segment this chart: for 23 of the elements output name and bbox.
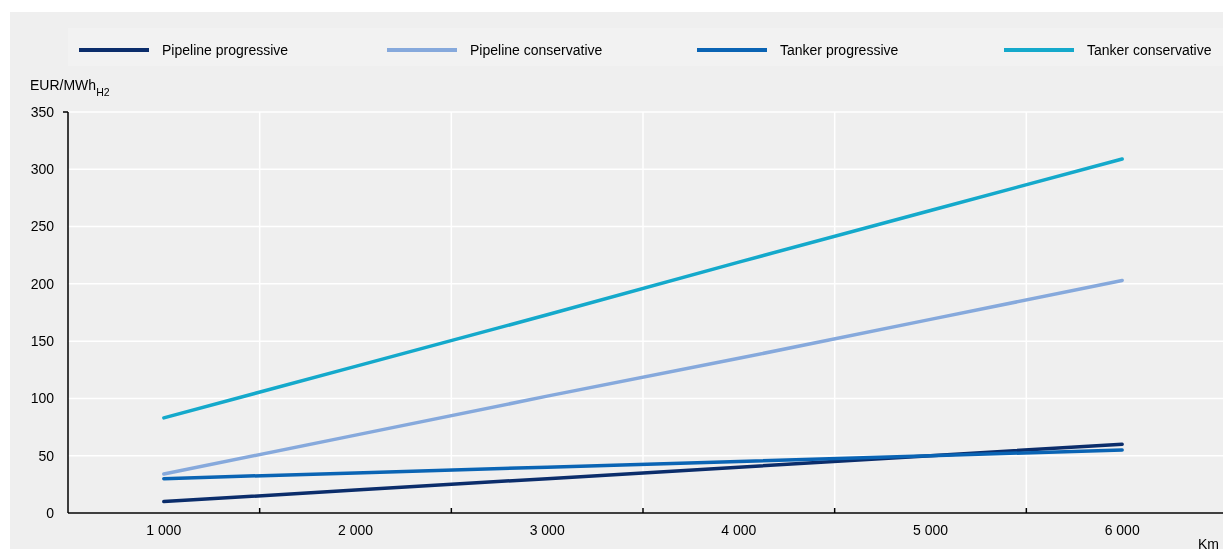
x-tick-label: 2 000 <box>337 522 374 538</box>
legend-label: Pipeline conservative <box>470 41 603 58</box>
y-axis-title: EUR/MWh$_{H2}$ <box>30 77 110 98</box>
x-tick-label: 6 000 <box>1104 522 1140 538</box>
y-tick-label: 100 <box>30 390 55 407</box>
line-series <box>162 448 1124 481</box>
x-tick-label: 5 000 <box>912 522 949 538</box>
y-tick-label: 50 <box>38 447 55 464</box>
line-series <box>162 278 1124 476</box>
legend-label: Pipeline progressive <box>162 41 289 58</box>
x-tick-label: 4 000 <box>721 522 757 538</box>
y-tick-label: 250 <box>30 218 55 235</box>
y-tick-label: 300 <box>30 161 55 178</box>
y-tick-label: 150 <box>30 333 55 350</box>
legend-label: Tanker progressive <box>780 41 899 58</box>
line-series <box>162 157 1124 420</box>
y-tick-label: 350 <box>30 103 55 120</box>
y-tick-label: 200 <box>30 275 55 292</box>
x-tick-label: 3 000 <box>529 522 565 538</box>
x-tick-label: 1 000 <box>146 522 182 538</box>
x-axis-title: Km <box>1198 535 1219 549</box>
legend-label: Tanker conservative <box>1087 41 1212 58</box>
y-tick-label: 0 <box>46 504 55 521</box>
